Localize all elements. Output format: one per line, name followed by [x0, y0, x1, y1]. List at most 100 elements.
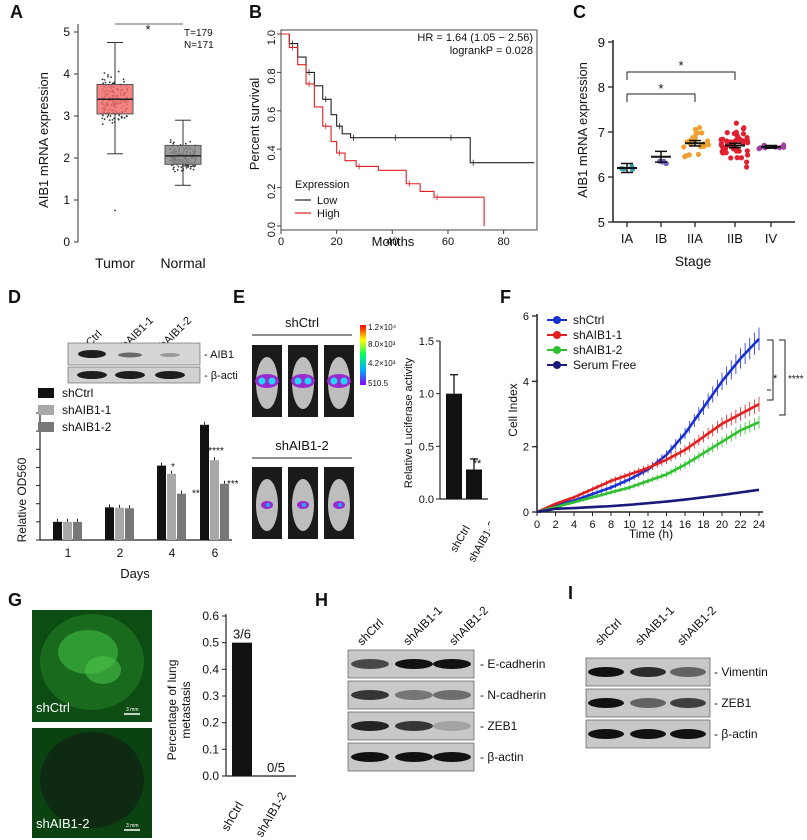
panel-b-legend-high: High: [317, 208, 340, 220]
panel-i-band: [670, 667, 706, 677]
panel-d-sig: ****: [208, 446, 224, 457]
panel-b-ytick-label: 1.0: [266, 30, 278, 45]
panel-f-ytick-label: 0: [523, 507, 529, 519]
panel-e-signal: [294, 377, 302, 385]
panel-f-xtick-label: 6: [589, 519, 595, 531]
panel-d-legend-label: shAIB1-1: [62, 403, 112, 417]
panel-c-xtick-label: IB: [655, 231, 667, 246]
panel-g-img1-label: shCtrl: [36, 700, 70, 715]
panel-b-legend-low: Low: [317, 195, 337, 207]
panel-c-point: [692, 126, 698, 133]
panel-e-signal: [291, 374, 315, 388]
panel-h-row-label: - β-actin: [480, 750, 524, 764]
panel-g-ylabel-2: metastasis: [179, 681, 193, 738]
panel-d-row-actin: - β-actin: [204, 370, 238, 382]
panel-c-point: [682, 154, 688, 160]
panel-i-row-label: - ZEB1: [714, 696, 752, 710]
panel-c-point: [741, 125, 747, 131]
panel-b-chart: Percent survival Months 0.0 0.2 0.4 0.6 0.8 1…: [247, 29, 538, 249]
panel-b-ytick-label: 0.2: [266, 184, 278, 199]
panel-f-legend-label: shCtrl: [573, 313, 604, 327]
panel-a-point: [108, 81, 111, 84]
panel-i-lane-3: shAIB1-2: [674, 603, 719, 648]
panel-a-yticks: 0 1 2 3 4 5: [63, 25, 78, 249]
panel-f-ylabel: Cell Index: [506, 383, 520, 436]
panel-h-band: [351, 721, 389, 731]
panel-h-band: [433, 659, 471, 669]
panel-g-bar: [266, 776, 286, 777]
panel-c-point: [722, 146, 729, 152]
panel-d-bar: [73, 521, 82, 540]
panel-a-cat-tumor: Tumor: [95, 255, 135, 271]
panel-g-chart: shCtrl 3 mm shAIB1-2 3 mm Percentage of …: [32, 609, 296, 840]
panel-i-band: [588, 698, 624, 708]
panel-c-ytick-label: 7: [598, 125, 605, 140]
panel-a-point: [117, 70, 120, 73]
panel-a-point: [108, 119, 111, 121]
panel-c-point: [743, 164, 750, 170]
panel-c-point: [732, 138, 738, 144]
panel-f-legend-label: shAIB1-2: [573, 343, 623, 357]
panel-h-row-label: - E-cadherin: [480, 657, 545, 671]
panel-c-point: [728, 155, 734, 161]
panel-b-legend-title: Expression: [295, 179, 349, 191]
panel-f-sig-2: ****: [788, 374, 804, 385]
panel-e-signal: [268, 377, 276, 385]
panel-a-point: [101, 78, 104, 81]
panel-a-point: [192, 168, 195, 171]
panel-e-signal: [258, 377, 266, 385]
panel-a-point: [185, 166, 188, 169]
panel-c-point: [731, 130, 737, 137]
panel-a-point: [107, 114, 110, 116]
panel-c-ytick-label: 8: [598, 80, 605, 95]
panel-a-point: [122, 78, 125, 81]
panel-d-sig: *: [171, 462, 175, 473]
panel-a-point: [114, 209, 116, 212]
panel-c-ylabel: AIB1 mRNA expression: [575, 62, 590, 198]
panel-d-xtick-label: 6: [212, 546, 219, 560]
panel-i-band: [588, 729, 624, 739]
panel-g-bar-label: 0/5: [267, 760, 285, 775]
panel-a-point: [118, 114, 120, 117]
panel-b-xtick-label: 40: [386, 236, 398, 248]
panel-e-ytick-label: 0.0: [419, 494, 434, 506]
panel-g-ytick-label: 0.3: [202, 689, 219, 703]
panel-a-point: [172, 166, 175, 169]
panel-h-band: [395, 690, 433, 700]
panel-d-legend-swatch: [38, 422, 54, 432]
panel-f-xtick-label: 20: [716, 519, 728, 531]
panel-e-signal: [338, 503, 342, 507]
panel-b-logrank: logrankP = 0.028: [450, 45, 533, 57]
panel-c-point: [733, 120, 739, 126]
panel-i-band: [630, 729, 666, 739]
panel-g-img2-label: shAIB1-2: [36, 816, 89, 831]
panel-f-sig-1: *: [773, 373, 778, 385]
panel-e-scale-4: 510.5: [368, 379, 389, 388]
panel-c-point: [744, 148, 750, 154]
panel-f-curve-shaib1-2: [536, 420, 760, 514]
panel-a-legend-n: N=171: [184, 40, 214, 51]
panel-a-point: [180, 169, 183, 172]
panel-e-scale-1: 1.2×10⁴: [368, 323, 397, 332]
panel-d-legend-label: shAIB1-2: [62, 420, 112, 434]
panel-c-point: [740, 131, 747, 137]
panel-e-group1: shCtrl: [285, 315, 319, 330]
panel-c-sig-2: *: [678, 58, 683, 73]
panel-c-ytick-label: 5: [598, 215, 605, 230]
panel-d-xlabel: Days: [120, 566, 150, 581]
panel-d-bar: [220, 483, 229, 540]
panel-f-xtick-label: 4: [571, 519, 577, 531]
panel-d-bar: [115, 507, 124, 540]
panel-e-signal: [340, 377, 348, 385]
panel-a-ytick-label: 0: [63, 235, 70, 249]
panel-b-curve-low: [281, 33, 535, 164]
panel-i-lane-2: shAIB1-1: [632, 603, 677, 648]
panel-label-d: D: [8, 287, 21, 307]
panel-g-ytick-label: 0.2: [202, 716, 219, 730]
panel-g-scalebar-1: 3 mm: [126, 707, 139, 713]
panel-a-point: [109, 115, 112, 117]
panel-a-point: [172, 141, 175, 144]
panel-a-point: [110, 76, 112, 79]
panel-f-xtick-label: 12: [642, 519, 654, 531]
